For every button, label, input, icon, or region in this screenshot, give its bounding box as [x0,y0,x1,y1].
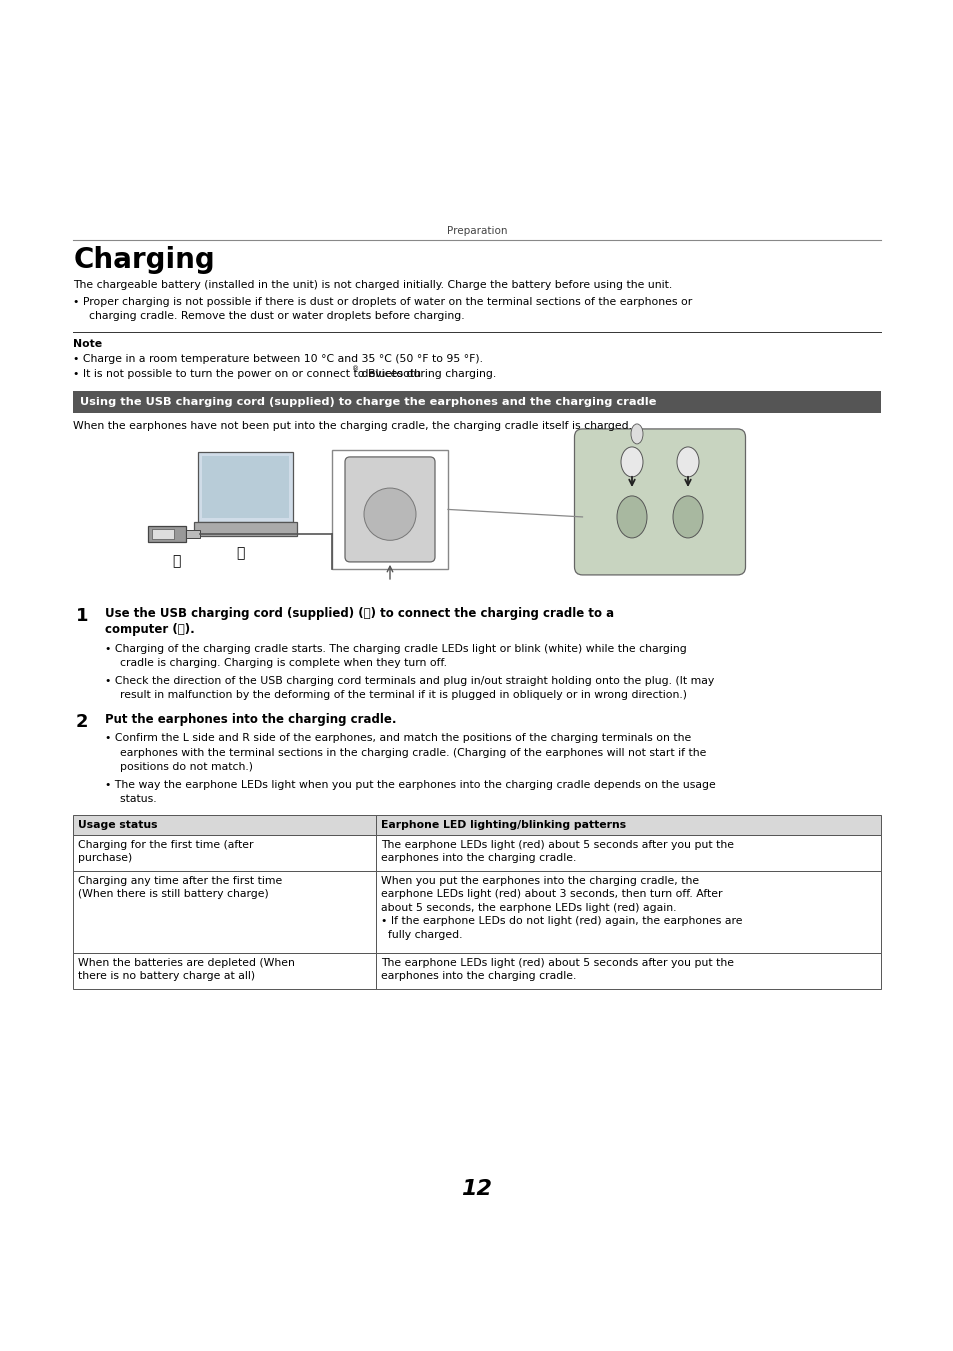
Text: ⓐ: ⓐ [236,546,245,559]
Bar [375,815,880,835]
Bar [73,815,375,835]
Text: charging cradle. Remove the dust or water droplets before charging.: charging cradle. Remove the dust or wate… [82,312,465,322]
Text: purchase): purchase) [78,854,132,863]
Bar [193,521,296,536]
Ellipse shape [677,447,699,477]
Text: (When there is still battery charge): (When there is still battery charge) [78,889,269,900]
Ellipse shape [364,488,416,540]
Bar [332,450,448,569]
Text: status.: status. [113,794,157,804]
Text: When the batteries are depleted (When: When the batteries are depleted (When [78,958,295,967]
Text: The earphone LEDs light (red) about 5 seconds after you put the: The earphone LEDs light (red) about 5 se… [380,840,734,850]
Bar [186,530,200,538]
Text: • Charge in a room temperature between 10 °C and 35 °C (50 °F to 95 °F).: • Charge in a room temperature between 1… [73,354,483,365]
Text: Note: Note [73,339,103,349]
Bar [148,526,186,542]
Text: The earphone LEDs light (red) about 5 seconds after you put the: The earphone LEDs light (red) about 5 se… [380,958,734,967]
Bar [375,871,880,952]
Ellipse shape [672,496,702,538]
Text: there is no battery charge at all): there is no battery charge at all) [78,971,255,981]
Text: earphone LEDs light (red) about 3 seconds, then turn off. After: earphone LEDs light (red) about 3 second… [380,889,721,900]
Text: • Proper charging is not possible if there is dust or droplets of water on the t: • Proper charging is not possible if the… [73,297,692,307]
Text: Charging: Charging [73,246,215,274]
Text: When the earphones have not been put into the charging cradle, the charging crad: When the earphones have not been put int… [73,422,632,431]
Text: The chargeable battery (installed in the unit) is not charged initially. Charge : The chargeable battery (installed in the… [73,281,672,290]
Text: Use the USB charging cord (supplied) (ⓑ) to connect the charging cradle to a: Use the USB charging cord (supplied) (ⓑ)… [106,607,614,620]
Bar [152,530,173,539]
Text: fully charged.: fully charged. [388,929,462,940]
Bar [375,952,880,989]
Text: ⓑ: ⓑ [172,554,180,567]
Text: • The way the earphone LEDs light when you put the earphones into the charging c: • The way the earphone LEDs light when y… [106,780,716,790]
Text: • Charging of the charging cradle starts. The charging cradle LEDs light or blin: • Charging of the charging cradle starts… [106,644,686,654]
Text: ®: ® [352,366,358,372]
Bar [202,455,289,517]
Text: Charging any time after the first time: Charging any time after the first time [78,875,282,886]
Text: Earphone LED lighting/blinking patterns: Earphone LED lighting/blinking patterns [380,820,625,830]
Ellipse shape [630,424,642,444]
Text: earphones into the charging cradle.: earphones into the charging cradle. [380,854,576,863]
Text: Charging for the first time (after: Charging for the first time (after [78,840,253,850]
Text: positions do not match.): positions do not match.) [113,762,253,773]
Text: 1: 1 [75,607,88,626]
Text: • Check the direction of the USB charging cord terminals and plug in/out straigh: • Check the direction of the USB chargin… [106,676,714,686]
FancyBboxPatch shape [574,428,744,576]
Text: Preparation: Preparation [446,227,507,236]
Text: Using the USB charging cord (supplied) to charge the earphones and the charging : Using the USB charging cord (supplied) t… [80,397,657,408]
Text: • If the earphone LEDs do not light (red) again, the earphones are: • If the earphone LEDs do not light (red… [380,916,741,927]
Bar [375,835,880,871]
Text: Usage status: Usage status [78,820,158,830]
Bar [73,835,375,871]
Text: When you put the earphones into the charging cradle, the: When you put the earphones into the char… [380,875,699,886]
FancyBboxPatch shape [345,457,435,562]
Text: earphones with the terminal sections in the charging cradle. (Charging of the ea: earphones with the terminal sections in … [113,748,706,758]
Bar [73,871,375,952]
Text: earphones into the charging cradle.: earphones into the charging cradle. [380,971,576,981]
Text: • Confirm the L side and R side of the earphones, and match the positions of the: • Confirm the L side and R side of the e… [106,734,691,743]
Text: 2: 2 [75,713,88,731]
Text: result in malfunction by the deforming of the terminal if it is plugged in obliq: result in malfunction by the deforming o… [113,690,687,700]
Text: cradle is charging. Charging is complete when they turn off.: cradle is charging. Charging is complete… [113,658,447,669]
Bar [73,392,880,413]
Ellipse shape [617,496,646,538]
Ellipse shape [620,447,642,477]
Text: about 5 seconds, the earphone LEDs light (red) again.: about 5 seconds, the earphone LEDs light… [380,902,676,913]
Bar [73,952,375,989]
Text: devices during charging.: devices during charging. [357,369,496,378]
Text: 12: 12 [461,1179,492,1198]
Bar [198,453,293,521]
Text: • It is not possible to turn the power on or connect to Bluetooth: • It is not possible to turn the power o… [73,369,421,378]
Text: computer (ⓐ).: computer (ⓐ). [106,623,195,636]
Text: Put the earphones into the charging cradle.: Put the earphones into the charging crad… [106,713,396,725]
